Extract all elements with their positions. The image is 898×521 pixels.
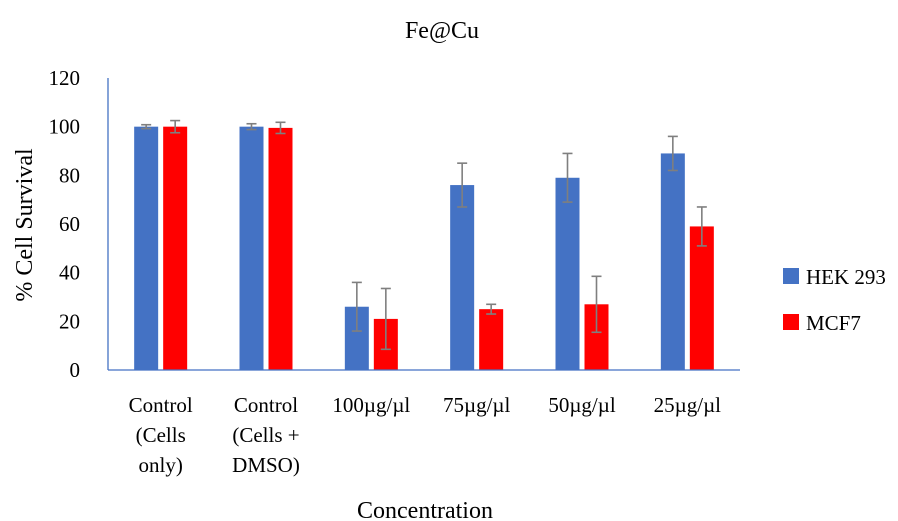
bar: [450, 185, 475, 370]
bar: [239, 126, 264, 371]
y-tick-label: 40: [59, 261, 80, 285]
error-bar: [170, 119, 181, 134]
bar: [555, 177, 580, 370]
error-bar: [562, 152, 573, 203]
legend-swatch: [783, 314, 799, 330]
x-tick-label: 75µg/µl: [443, 393, 511, 417]
y-tick-label: 120: [49, 66, 81, 90]
error-bar: [696, 206, 707, 247]
y-tick-label: 0: [70, 358, 81, 382]
legend: HEK 293 MCF7: [783, 265, 886, 335]
bar: [660, 153, 685, 370]
error-bar: [141, 123, 152, 130]
x-tick-label: 25µg/µl: [654, 393, 722, 417]
x-tick-label: 50µg/µl: [548, 393, 616, 417]
error-bar: [351, 281, 362, 332]
y-tick-label: 80: [59, 163, 80, 187]
x-axis-label: Concentration: [357, 498, 493, 521]
error-bar: [591, 275, 602, 334]
legend-label: MCF7: [806, 311, 861, 335]
error-bar: [486, 303, 497, 315]
y-tick-label: 60: [59, 212, 80, 236]
y-tick-label: 100: [49, 115, 81, 139]
error-bar: [667, 135, 678, 172]
error-bar: [246, 122, 257, 131]
bar: [134, 126, 159, 371]
error-bar: [380, 287, 391, 351]
x-tick-label: 100µg/µl: [332, 393, 410, 417]
x-tick-label: Control (Cells + DMSO): [232, 393, 300, 477]
y-axis-ticks: 0 20 40 60 80 100 120: [49, 66, 81, 382]
error-bar: [275, 121, 286, 135]
chart-title: Fe@Cu: [405, 18, 479, 44]
x-tick-label: Control (Cells only): [129, 393, 193, 477]
y-tick-label: 20: [59, 309, 80, 333]
error-bar: [457, 162, 468, 208]
legend-label: HEK 293: [806, 265, 886, 289]
bar: [163, 126, 188, 371]
bars: [134, 126, 714, 371]
x-axis-ticks: Control (Cells only) Control (Cells + DMSO) 10…: [129, 393, 722, 477]
bar: [479, 309, 504, 370]
bar: [689, 226, 714, 370]
error-bars: [141, 119, 707, 351]
y-axis-label: % Cell Survival: [12, 148, 38, 302]
legend-swatch: [783, 268, 799, 284]
bar: [268, 127, 293, 370]
